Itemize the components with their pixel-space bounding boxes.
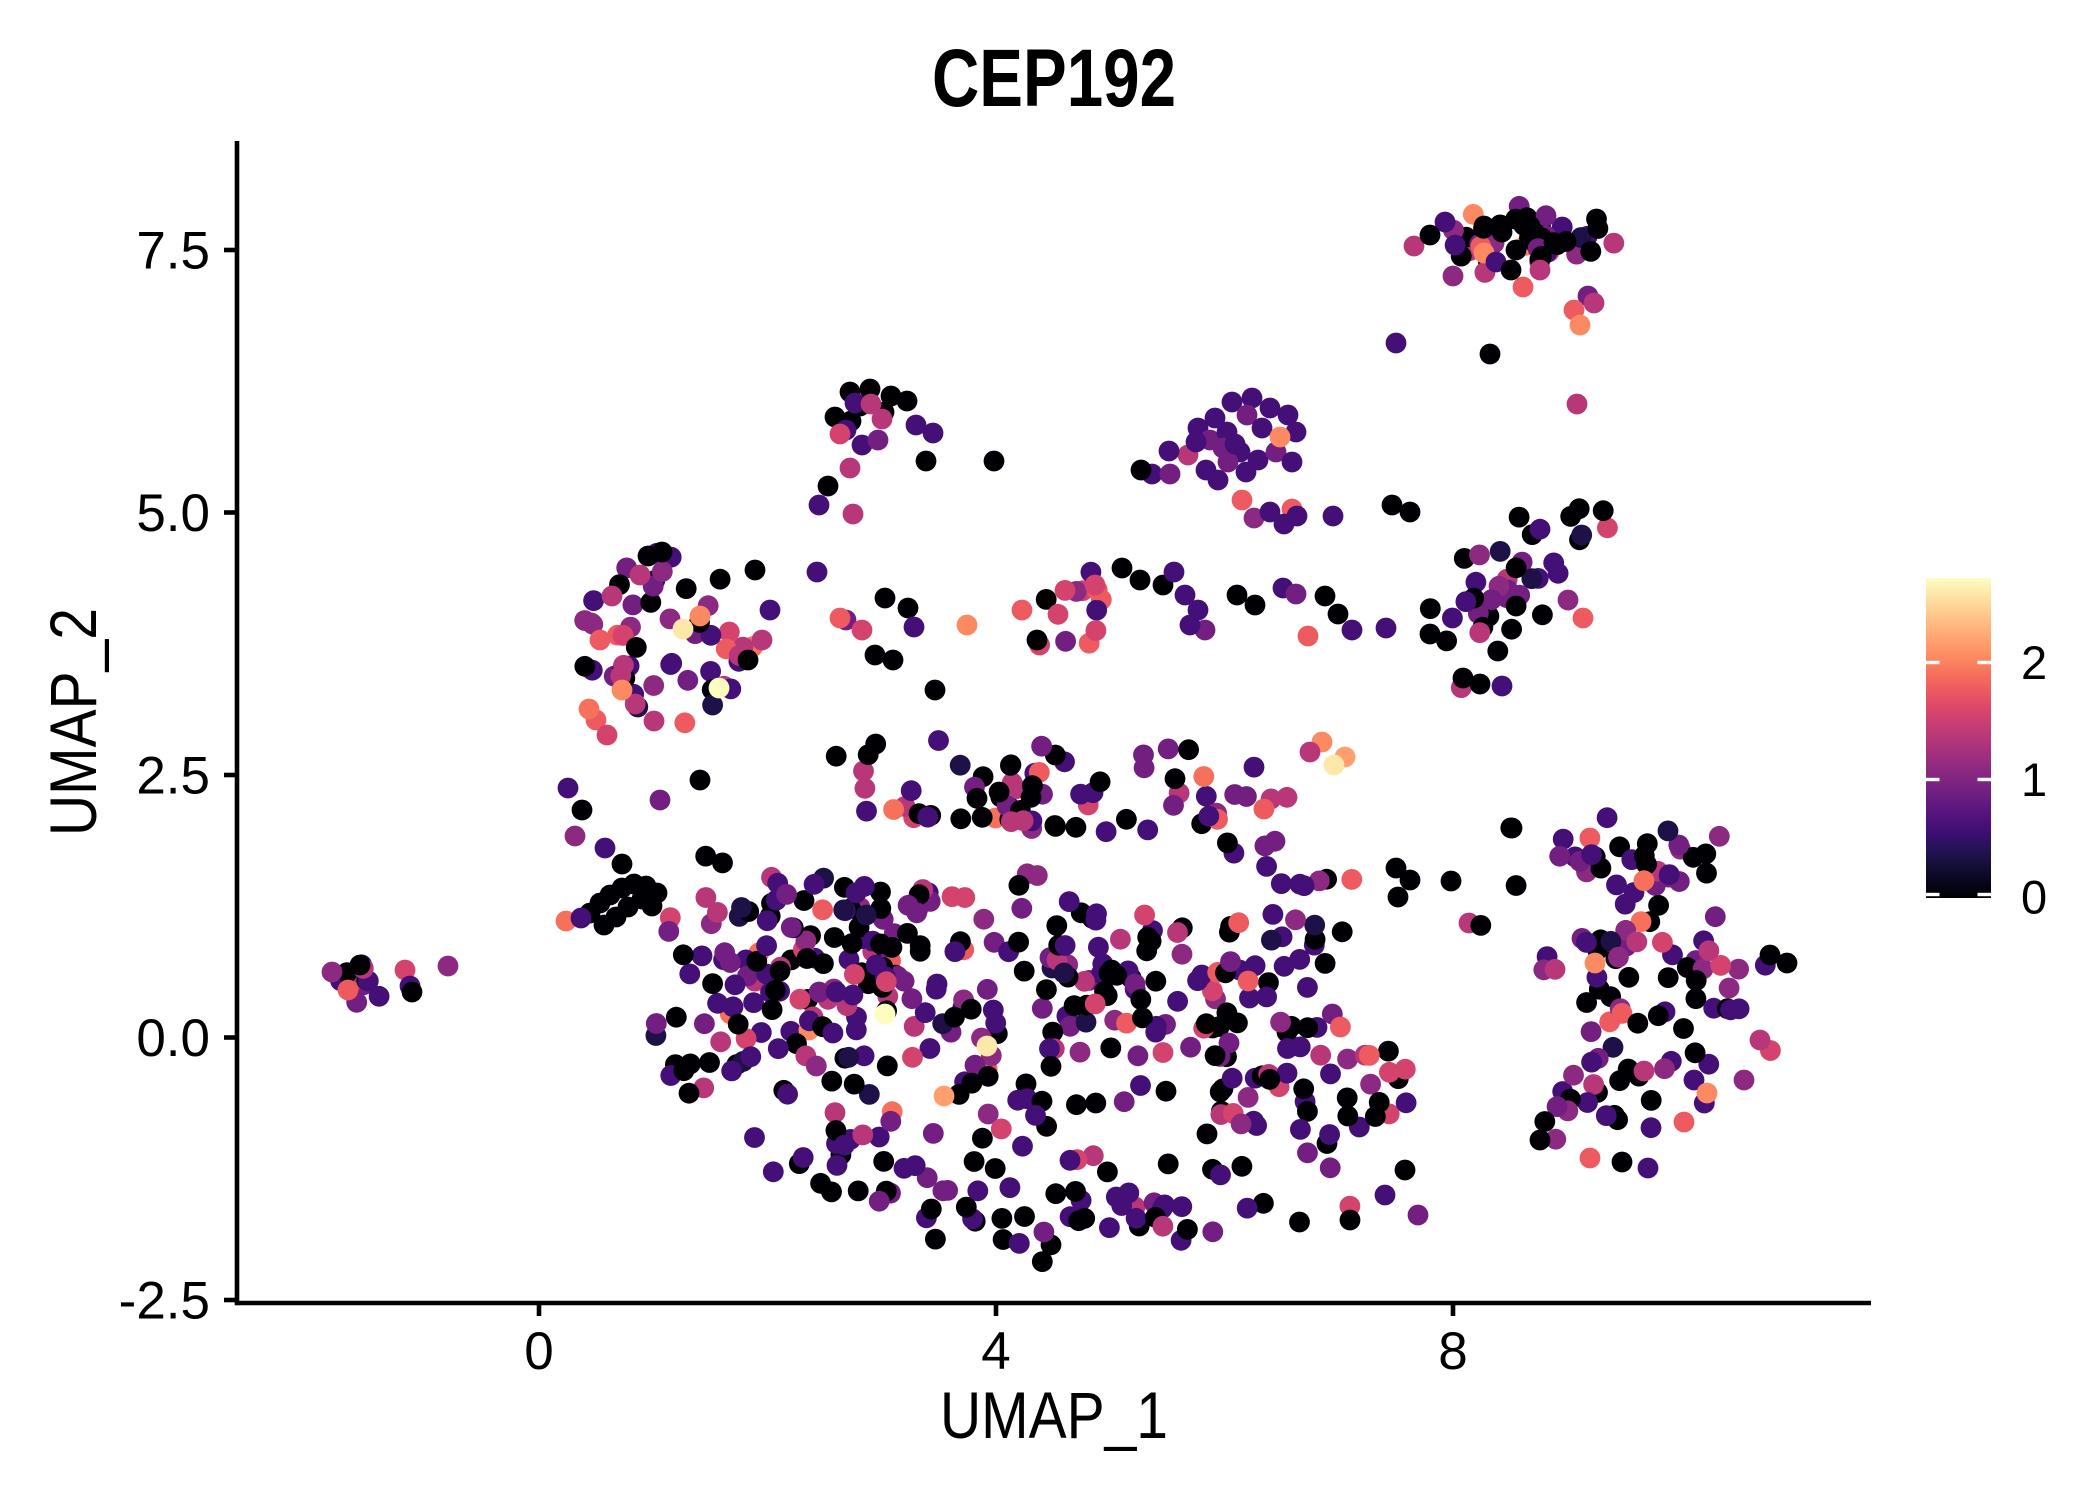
svg-text:2.5: 2.5: [136, 747, 210, 806]
svg-text:UMAP_2: UMAP_2: [36, 608, 110, 836]
svg-text:0: 0: [524, 1322, 553, 1381]
svg-text:4: 4: [981, 1322, 1010, 1381]
svg-text:0: 0: [2021, 871, 2047, 924]
svg-text:7.5: 7.5: [136, 222, 210, 281]
svg-text:1: 1: [2021, 753, 2047, 806]
svg-text:-2.5: -2.5: [119, 1272, 210, 1331]
svg-text:8: 8: [1438, 1322, 1467, 1381]
svg-text:5.0: 5.0: [136, 484, 210, 543]
svg-text:UMAP_1: UMAP_1: [940, 1378, 1168, 1452]
svg-text:0.0: 0.0: [136, 1009, 210, 1068]
svg-text:CEP192: CEP192: [932, 33, 1176, 124]
svg-text:2: 2: [2021, 636, 2047, 689]
